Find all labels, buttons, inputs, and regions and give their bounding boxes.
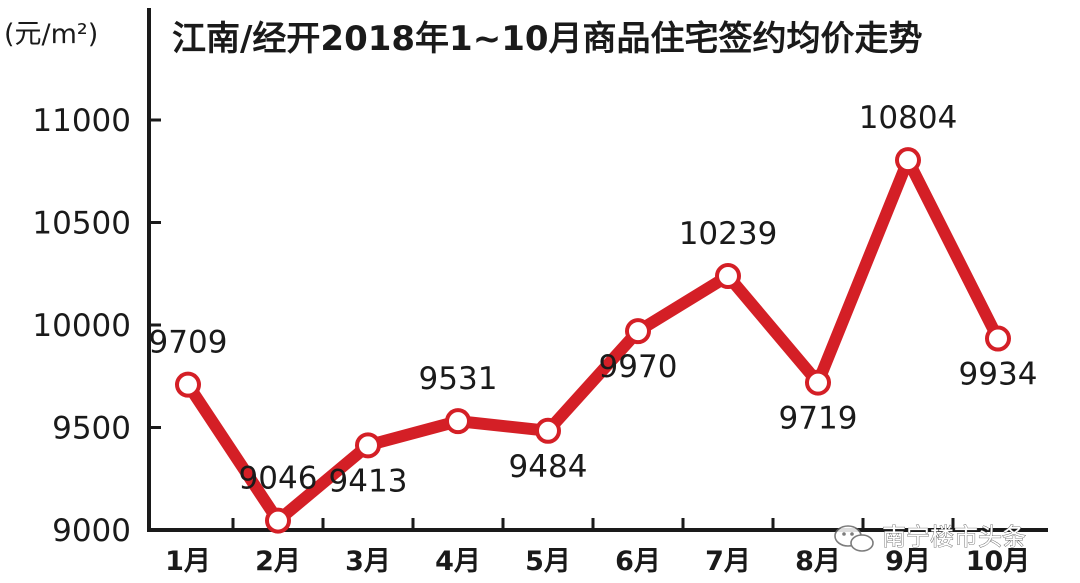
- data-point: [175, 371, 201, 398]
- data-point: [265, 507, 291, 534]
- data-point: [535, 417, 561, 444]
- data-point: [715, 263, 741, 290]
- x-tick-label: 1月: [165, 546, 211, 577]
- data-point: [355, 432, 381, 459]
- series-line: [182, 154, 1004, 527]
- chart-title: 江南/经开2018年1~10月商品住宅签约均价走势: [172, 19, 923, 59]
- y-axis-unit-label: (元/m²): [4, 19, 98, 50]
- y-tick-label: 9500: [52, 411, 131, 447]
- watermark-text: 南宁楼市头条: [882, 523, 1026, 551]
- data-point: [895, 147, 921, 174]
- data-label: 9719: [779, 401, 858, 437]
- x-tick-label: 10月: [966, 546, 1031, 577]
- axes: [147, 8, 1048, 532]
- watermark: 南宁楼市头条: [834, 523, 1026, 552]
- data-label: 9046: [239, 461, 318, 497]
- data-label: 9413: [329, 463, 408, 499]
- data-point: [445, 408, 471, 435]
- data-label: 10239: [679, 216, 778, 252]
- data-label: 10804: [859, 100, 958, 136]
- data-label: 9484: [509, 449, 588, 485]
- x-tick-label: 6月: [615, 546, 661, 577]
- y-tick-label: 11000: [32, 103, 131, 139]
- data-label: 9934: [959, 357, 1038, 393]
- x-tick-label: 7月: [705, 546, 751, 577]
- data-point: [985, 325, 1011, 352]
- y-tick-label: 10500: [32, 206, 131, 242]
- y-tick-label: 9000: [52, 513, 131, 549]
- data-label: 9531: [419, 361, 498, 397]
- data-point: [625, 318, 651, 345]
- x-tick-label: 9月: [885, 546, 931, 577]
- y-axis-ticks: 9000 9500 10000 10500 11000: [32, 103, 161, 549]
- x-axis-ticks: 1月 2月 3月 4月 5月 6月 7月 8月 9月 10月: [165, 518, 1030, 577]
- x-tick-label: 8月: [795, 546, 841, 577]
- x-tick-label: 2月: [255, 546, 301, 577]
- y-tick-label: 10000: [32, 308, 131, 344]
- x-tick-label: 4月: [435, 546, 481, 577]
- data-point: [805, 369, 831, 396]
- wechat-icon: [834, 525, 874, 552]
- plot-area: [175, 147, 1011, 534]
- data-label: 9970: [599, 349, 678, 385]
- data-labels: 9709 9046 9413 9531 9484 9970 10239 9719 10804 99…: [149, 100, 1038, 499]
- data-label: 9709: [149, 325, 228, 361]
- x-tick-label: 3月: [345, 546, 391, 577]
- x-tick-label: 5月: [525, 546, 571, 577]
